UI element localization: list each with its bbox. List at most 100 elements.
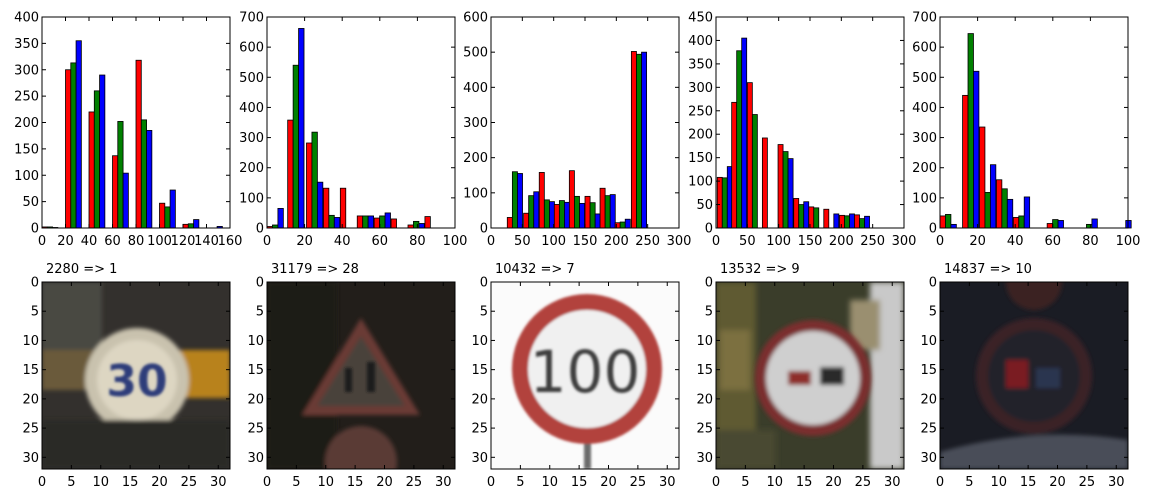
x-tick-label: 40 [81,234,98,249]
image-axes-4: 0 5 10 15 20 25 30 0 5 10 15 20 25 30 [696,276,905,490]
image-panel-title: 2280 => 1 [46,262,117,277]
x-tick-label: 15 [122,475,139,490]
histogram-bar [533,191,540,229]
x-tick-label: 10 [990,475,1007,490]
x-tick-label: 100 [766,234,791,249]
axes-frame [266,281,456,470]
histogram-bar [1001,188,1008,229]
x-tick-label: 5 [965,475,973,490]
histogram-bar [367,215,374,229]
y-tick-label: 100 [463,186,488,201]
x-tick-label: 20 [1049,475,1066,490]
axes-frame [266,16,456,229]
x-tick-label: 5 [741,475,749,490]
y-tick-label: 20 [696,392,713,407]
x-tick-label: 10 [541,475,558,490]
histogram-bar [306,142,313,229]
histogram-bar [506,217,513,229]
x-tick-label: 300 [667,234,692,249]
histogram-bar [1057,220,1064,229]
y-tick-label: 5 [705,305,713,320]
y-tick-label: 20 [22,392,39,407]
histogram-bar [849,213,855,229]
histogram-bar [996,179,1003,229]
histogram-bar [1023,196,1031,229]
y-tick-label: 400 [688,34,713,49]
histogram-bar [716,176,723,229]
x-tick-label: 0 [712,234,720,249]
histogram-bar [604,195,611,229]
image-panel-4: 13532 => 9 [716,262,904,469]
x-tick-label: 160 [218,234,243,249]
x-tick-label: 60 [1045,234,1062,249]
histogram-bar [511,171,518,229]
histogram-bar [523,212,530,229]
histogram-panel-3: 0 50 100 150 200 250 300 0 100 200 300 400 500 600 [463,11,691,250]
y-tick-label: 10 [696,334,713,349]
histogram-bar [65,69,72,229]
y-tick-label: 200 [688,128,713,143]
y-tick-label: 700 [912,11,937,26]
x-tick-label: 30 [1108,475,1125,490]
y-tick-label: 200 [463,151,488,166]
y-tick-label: 25 [696,422,713,437]
histogram-bar [1018,215,1025,229]
image-panel-2: 31179 => 28 [267,262,455,469]
x-tick-label: 15 [796,475,813,490]
image-panel-title: 14837 => 10 [944,262,1032,277]
histogram-bar [777,144,784,229]
histogram-bar [731,101,738,229]
y-tick-label: 0 [929,222,937,237]
y-tick-label: 150 [14,142,39,157]
image-axes-3: 0 5 10 15 20 25 30 0 5 10 15 20 25 30 [471,276,680,490]
y-tick-label: 15 [247,363,264,378]
histogram-bar [574,195,580,229]
histogram-bar [538,172,545,229]
x-tick-label: 20 [151,475,168,490]
x-tick-label: 0 [712,475,720,490]
traffic-sign-photo [267,282,455,469]
x-tick-label: 10 [766,475,783,490]
histogram-bar [782,151,789,229]
histogram-bar [543,199,550,229]
histogram-bar [418,223,425,229]
x-tick-label: 5 [67,475,75,490]
y-tick-label: 500 [912,71,937,86]
image-axes-1: 0 5 10 15 20 25 30 0 5 10 15 20 25 30 [22,276,231,490]
histogram-bar [950,223,957,229]
y-tick-label: 300 [239,131,264,146]
image-panel-1: 2280 => 1 30 [42,262,230,469]
histogram-bar [619,221,626,229]
histogram-bar [1012,217,1020,229]
image-panel-title: 10432 => 7 [495,262,575,277]
y-tick-label: 400 [14,11,39,26]
histogram-bar [1086,223,1093,229]
x-tick-label: 25 [855,475,872,490]
y-tick-label: 0 [480,222,488,237]
x-tick-label: 0 [38,234,46,249]
histogram-panel-5: 0 20 40 60 80 100 0 100 200 300 400 500 600 700 [912,11,1140,250]
histogram-bar [568,170,575,229]
image-panel-title: 31179 => 28 [271,262,359,277]
x-tick-label: 25 [1079,475,1096,490]
histogram-bar [945,214,952,229]
axes-frame [715,281,905,470]
x-tick-label: 250 [635,234,660,249]
histogram-bar [736,50,743,229]
x-tick-label: 60 [372,234,389,249]
y-tick-label: 600 [239,41,264,56]
y-tick-label: 200 [239,161,264,176]
histogram-bar [159,202,166,229]
y-tick-label: 200 [912,161,937,176]
y-tick-label: 30 [22,451,39,466]
x-tick-label: 0 [263,475,271,490]
y-tick-label: 20 [471,392,488,407]
histogram-bar [99,74,106,229]
x-tick-label: 20 [969,234,986,249]
histogram-bar [962,94,969,229]
x-tick-label: 30 [659,475,676,490]
traffic-sign-photo: 30 [42,282,230,469]
y-tick-label: 0 [256,222,264,237]
x-tick-label: 15 [571,475,588,490]
